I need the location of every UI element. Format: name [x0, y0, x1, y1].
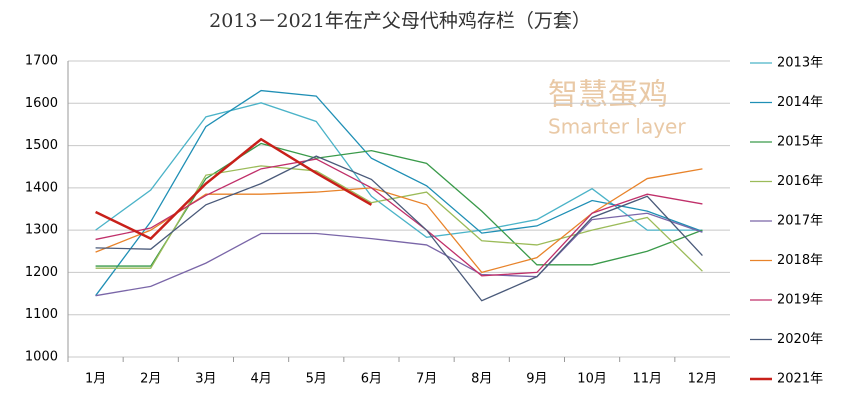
x-tick-label: 7月 — [416, 372, 437, 387]
watermark: Smarter layer — [548, 115, 686, 139]
x-tick-label: 10月 — [577, 372, 607, 387]
series-line — [95, 212, 703, 297]
legend-label: 2018年 — [777, 253, 823, 268]
x-tick-label: 4月 — [250, 372, 271, 387]
series-line — [95, 165, 703, 272]
series-line — [95, 155, 703, 302]
chart-title: 2013－2021年在产父母代种鸡存栏（万套） — [209, 10, 591, 32]
y-tick-label: 1000 — [25, 350, 58, 365]
y-tick-label: 1300 — [25, 223, 58, 238]
x-tick-label: 5月 — [306, 372, 327, 387]
series-line — [95, 158, 703, 277]
series-line — [95, 89, 703, 297]
legend-label: 2017年 — [777, 214, 823, 229]
legend-label: 2014年 — [777, 95, 823, 110]
x-tick-label: 2月 — [140, 372, 161, 387]
legend-label: 2021年 — [777, 372, 823, 387]
series-line — [95, 102, 703, 239]
y-tick-label: 1100 — [25, 307, 58, 322]
x-tick-label: 6月 — [361, 372, 382, 387]
x-tick-label: 3月 — [195, 372, 216, 387]
x-tick-label: 8月 — [471, 372, 492, 387]
x-tick-label: 12月 — [688, 372, 718, 387]
y-tick-label: 1200 — [25, 265, 58, 280]
x-tick-label: 1月 — [85, 372, 106, 387]
y-tick-label: 1700 — [25, 54, 58, 69]
x-tick-label: 9月 — [526, 372, 547, 387]
legend-label: 2019年 — [777, 293, 823, 308]
y-tick-label: 1400 — [25, 180, 58, 195]
legend-label: 2016年 — [777, 174, 823, 189]
legend-label: 2013年 — [777, 56, 823, 71]
x-tick-label: 11月 — [632, 372, 662, 387]
series-line — [95, 137, 373, 241]
y-tick-label: 1600 — [25, 96, 58, 111]
y-tick-label: 1500 — [25, 138, 58, 153]
legend-label: 2020年 — [777, 332, 823, 347]
legend-label: 2015年 — [777, 135, 823, 150]
watermark: 智慧蛋鸡 — [548, 78, 668, 113]
